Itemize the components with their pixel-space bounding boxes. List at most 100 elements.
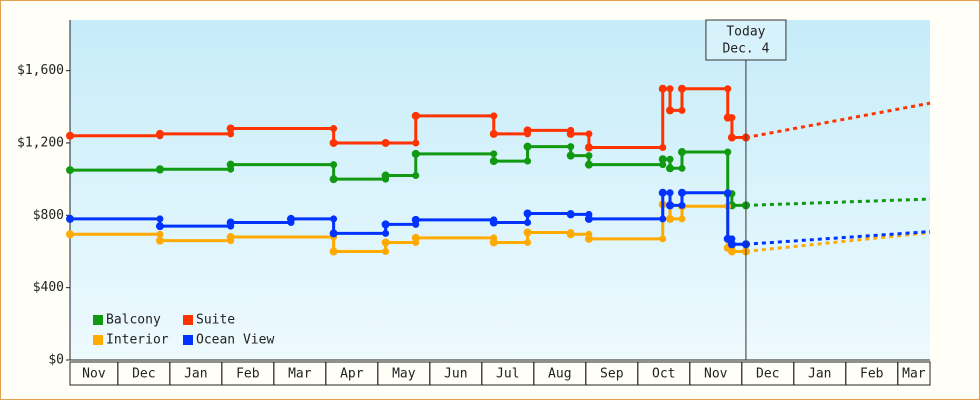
point [329, 175, 338, 184]
step-dot [156, 230, 164, 238]
plot-area [70, 20, 930, 360]
x-tick-label: Jan [808, 367, 831, 382]
point [666, 214, 675, 223]
point [155, 222, 164, 231]
point [66, 230, 74, 239]
point [584, 143, 593, 152]
x-tick-label: Aug [548, 367, 571, 382]
point [566, 230, 575, 239]
point [329, 229, 338, 238]
legend-swatch [183, 335, 193, 345]
x-tick-label: Dec [756, 367, 779, 382]
legend-label: Interior [106, 333, 169, 348]
y-tick-label: $400 [33, 280, 64, 295]
point [226, 218, 235, 227]
x-tick-label: Feb [236, 367, 260, 382]
step-dot [585, 152, 593, 160]
point [411, 111, 420, 120]
point [226, 160, 235, 169]
point [566, 210, 575, 219]
step-dot [659, 235, 667, 243]
point [677, 188, 686, 197]
step-dot [382, 247, 390, 255]
point [727, 240, 736, 249]
x-tick-label: Sep [600, 367, 624, 382]
x-tick-label: Dec [132, 367, 155, 382]
step-dot [567, 143, 575, 151]
step-dot [724, 189, 732, 197]
point [381, 138, 390, 147]
step-dot [678, 215, 686, 223]
x-tick-label: Nov [82, 367, 106, 382]
step-dot [524, 157, 532, 165]
point [489, 218, 498, 227]
step-dot [412, 139, 420, 147]
step-dot [585, 130, 593, 138]
step-dot [524, 238, 532, 246]
point [226, 233, 235, 242]
today-label: Today [726, 25, 765, 40]
step-dot [659, 215, 667, 223]
point [584, 234, 593, 243]
step-dot [659, 144, 667, 151]
step-dot [524, 219, 532, 227]
point [411, 149, 420, 158]
step-dot [490, 150, 498, 158]
point [155, 165, 164, 174]
legend-swatch [183, 315, 193, 325]
point [66, 214, 74, 223]
point [381, 171, 390, 180]
month-cell [897, 361, 931, 386]
step-dot [724, 85, 732, 93]
point [658, 155, 667, 164]
point [523, 142, 532, 151]
step-dot [666, 155, 674, 163]
step-line [70, 202, 746, 253]
y-tick-label: $800 [33, 208, 64, 223]
point [727, 247, 736, 256]
point [381, 238, 390, 247]
x-tick-label: May [392, 367, 416, 382]
step-dot [490, 112, 498, 120]
step-dot [724, 148, 732, 156]
point [566, 151, 575, 160]
x-tick-label: Mar [902, 367, 926, 382]
step-dot [412, 172, 420, 180]
point [66, 166, 74, 175]
step-dot [156, 215, 164, 223]
x-tick-label: Feb [860, 367, 884, 382]
point [489, 129, 498, 138]
x-tick-label: Apr [340, 367, 364, 382]
point [658, 188, 667, 197]
point [584, 160, 593, 169]
y-tick-label: $1,200 [17, 135, 64, 150]
step-dot [666, 189, 674, 197]
point [155, 236, 164, 245]
legend-label: Ocean View [196, 333, 274, 348]
forecast-line [745, 197, 931, 207]
legend-swatch [93, 315, 103, 325]
step-dot [678, 164, 686, 172]
point [411, 215, 420, 224]
step-dot [227, 130, 235, 138]
x-tick-label: Jul [496, 367, 519, 382]
point [523, 209, 532, 218]
point [66, 131, 74, 140]
point [727, 133, 736, 142]
step-dot [659, 161, 667, 169]
point [155, 129, 164, 138]
point [523, 126, 532, 135]
y-tick-label: $1,600 [17, 63, 64, 78]
point [677, 84, 686, 93]
x-tick-label: Jan [184, 367, 207, 382]
step-dot [330, 125, 338, 133]
legend-swatch [93, 335, 103, 345]
x-tick-label: Nov [704, 367, 728, 382]
point [489, 238, 498, 247]
step-dot [382, 229, 390, 237]
today-box [705, 19, 787, 61]
point [411, 233, 420, 242]
point [523, 228, 532, 237]
forecast-line [745, 230, 931, 246]
